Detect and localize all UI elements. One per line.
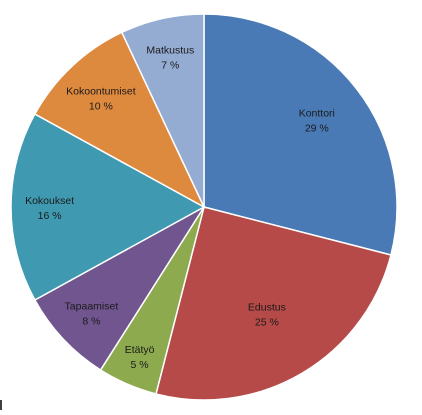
slice-label-matkustus: Matkustus — [146, 44, 194, 56]
pie-slice-konttori — [203, 13, 398, 256]
pie-slice-kokoukset — [10, 113, 206, 301]
slice-value-edustus: 25 % — [255, 316, 279, 328]
pie-slice-matkustus — [120, 13, 205, 208]
pie-slice-tapaamiset — [33, 206, 205, 371]
pie-slice-edustus — [155, 206, 392, 401]
slice-label-kokoontumiset: Kokoontumiset — [66, 85, 136, 97]
pie-labels: Konttori 29 % Edustus 25 % Etätyö 5 % Tapaamis… — [25, 44, 335, 371]
slice-value-etatyo: 5 % — [131, 359, 149, 371]
slice-label-edustus: Edustus — [248, 301, 286, 313]
pie-slice-kokoontumiset — [33, 31, 206, 209]
slice-label-etatyo: Etätyö — [125, 344, 155, 356]
pie-slices — [10, 13, 398, 401]
slice-label-tapaamiset: Tapaamiset — [65, 301, 119, 313]
slice-value-kokoukset: 16 % — [38, 210, 62, 222]
slice-value-matkustus: 7 % — [161, 59, 179, 71]
slice-value-konttori: 29 % — [305, 123, 329, 135]
slice-value-kokoontumiset: 10 % — [89, 100, 113, 112]
slice-label-kokoukset: Kokoukset — [25, 195, 74, 207]
slice-label-konttori: Konttori — [299, 108, 335, 120]
slice-value-tapaamiset: 8 % — [82, 316, 100, 328]
edge-mark — [0, 400, 2, 410]
